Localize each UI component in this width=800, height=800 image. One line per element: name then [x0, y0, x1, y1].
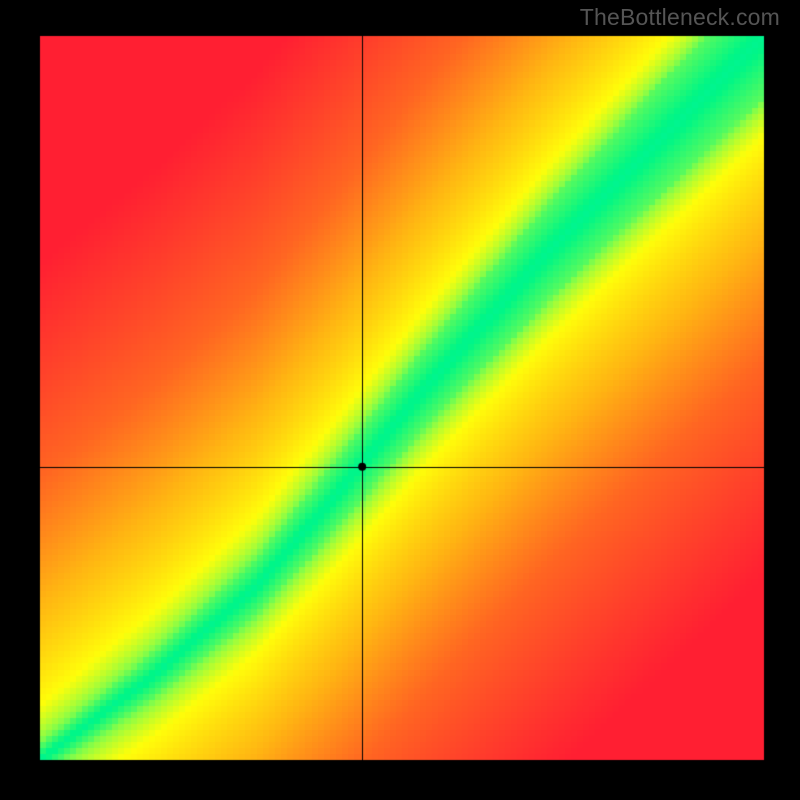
chart-container: TheBottleneck.com: [0, 0, 800, 800]
heatmap-canvas: [0, 0, 800, 800]
watermark-text: TheBottleneck.com: [580, 4, 780, 31]
